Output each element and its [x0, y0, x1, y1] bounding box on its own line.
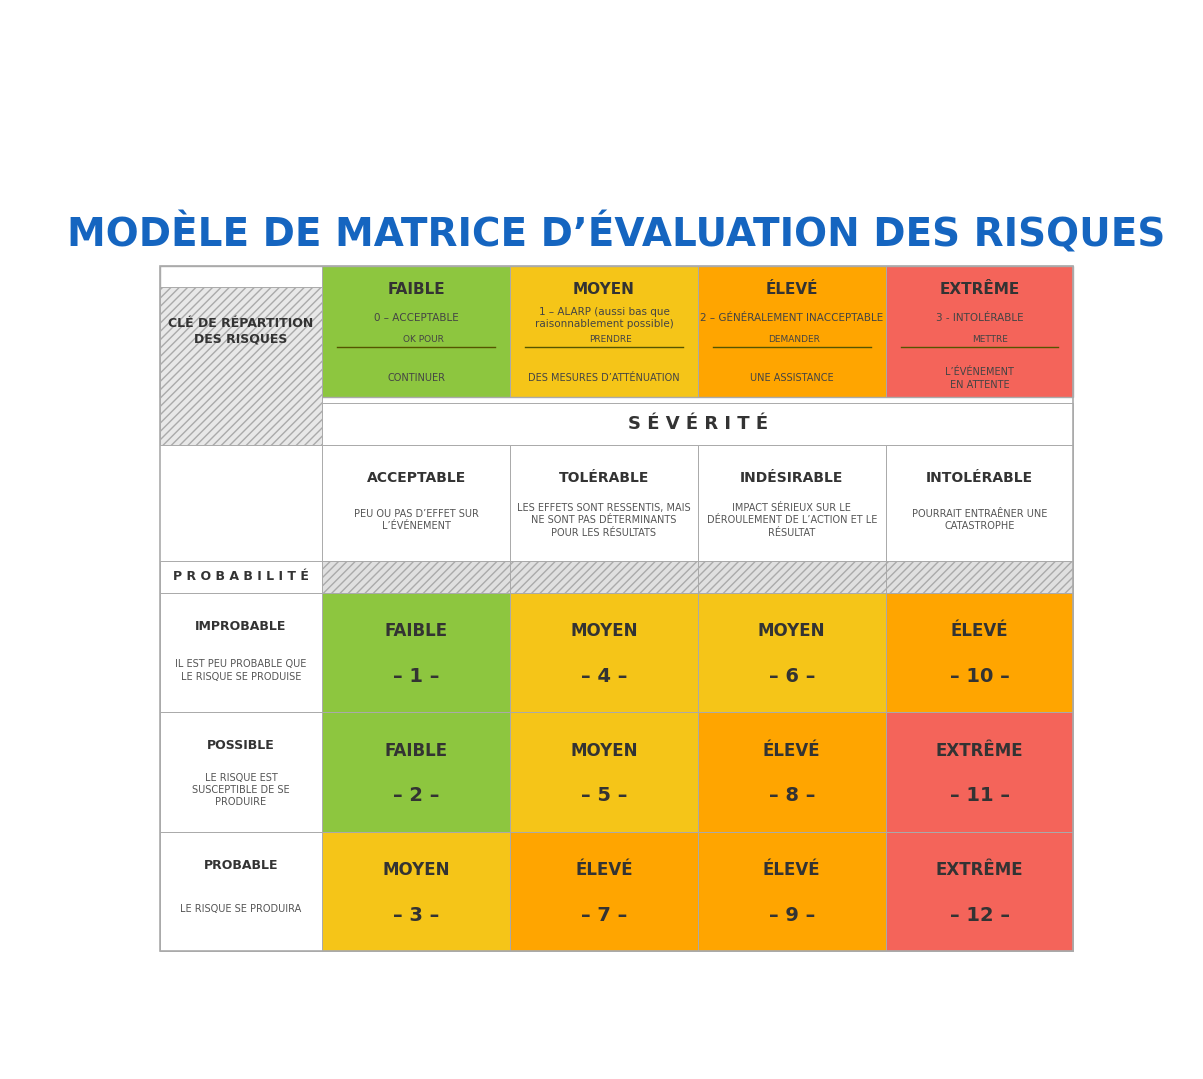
Text: INDÉSIRABLE: INDÉSIRABLE [740, 470, 843, 484]
Text: MOYEN: MOYEN [383, 861, 450, 879]
Text: MOYEN: MOYEN [758, 623, 825, 640]
Bar [322, 712, 510, 832]
Text: CLÉ DE RÉPARTITION
DES RISQUES: CLÉ DE RÉPARTITION DES RISQUES [168, 317, 314, 345]
Bar [698, 446, 885, 561]
Text: P R O B A B I L I T É: P R O B A B I L I T É [173, 571, 309, 584]
Text: DES MESURES D’ATTÉNUATION: DES MESURES D’ATTÉNUATION [528, 373, 680, 383]
Bar [885, 265, 1073, 397]
Text: PROBABLE: PROBABLE [203, 859, 278, 872]
Text: UNE ASSISTANCE: UNE ASSISTANCE [749, 373, 834, 383]
Text: L’ÉVÉNEMENT
EN ATTENTE: L’ÉVÉNEMENT EN ATTENTE [946, 367, 1014, 390]
Text: – 4 –: – 4 – [581, 667, 627, 686]
Bar [510, 265, 698, 397]
Text: METTRE: METTRE [972, 336, 1008, 344]
Text: POSSIBLE: POSSIBLE [207, 739, 274, 752]
Bar [698, 832, 885, 951]
Bar [160, 265, 1073, 951]
Text: – 2 –: – 2 – [393, 787, 439, 805]
Bar [322, 561, 510, 593]
Text: EXTRÊME: EXTRÊME [940, 282, 1020, 297]
Text: – 7 –: – 7 – [581, 905, 627, 925]
Bar [885, 593, 1073, 712]
Text: LE RISQUE EST
SUSCEPTIBLE DE SE
PRODUIRE: LE RISQUE EST SUSCEPTIBLE DE SE PRODUIRE [192, 773, 290, 807]
Text: DEMANDER: DEMANDER [768, 336, 820, 344]
Bar [885, 561, 1073, 593]
Text: 3 - INTOLÉRABLE: 3 - INTOLÉRABLE [936, 313, 1024, 323]
Bar [698, 561, 885, 593]
Bar [698, 712, 885, 832]
Bar [160, 561, 322, 593]
Text: MODÈLE DE MATRICE D’ÉVALUATION DES RISQUES: MODÈLE DE MATRICE D’ÉVALUATION DES RISQU… [67, 213, 1166, 254]
Bar [885, 712, 1073, 832]
Text: MOYEN: MOYEN [570, 623, 638, 640]
Bar [698, 265, 885, 397]
Bar [322, 832, 510, 951]
Text: – 1 –: – 1 – [393, 667, 439, 686]
Bar [322, 402, 1073, 446]
Text: – 6 –: – 6 – [769, 667, 814, 686]
Bar [160, 397, 1073, 402]
Text: – 8 –: – 8 – [769, 787, 814, 805]
Text: 0 – ACCEPTABLE: 0 – ACCEPTABLE [374, 313, 458, 323]
Text: PEU OU PAS D’EFFET SUR
L’ÉVÉNEMENT: PEU OU PAS D’EFFET SUR L’ÉVÉNEMENT [354, 509, 479, 532]
Text: ACCEPTABLE: ACCEPTABLE [367, 470, 466, 484]
Text: OK POUR: OK POUR [403, 336, 444, 344]
Bar [322, 593, 510, 712]
Text: – 10 –: – 10 – [949, 667, 1009, 686]
Text: FAIBLE: FAIBLE [385, 623, 448, 640]
Text: S É V É R I T É: S É V É R I T É [628, 415, 768, 433]
Bar [510, 446, 698, 561]
Bar [160, 265, 322, 397]
Text: TOLÉRABLE: TOLÉRABLE [558, 470, 650, 484]
Text: – 12 –: – 12 – [949, 905, 1009, 925]
Bar [160, 712, 322, 832]
Bar [322, 265, 510, 397]
Bar [160, 265, 1073, 397]
Text: IMPACT SÉRIEUX SUR LE
DÉROULEMENT DE L’ACTION ET LE
RÉSULTAT: IMPACT SÉRIEUX SUR LE DÉROULEMENT DE L’A… [706, 503, 877, 537]
Text: LES EFFETS SONT RESSENTIS, MAIS
NE SONT PAS DÉTERMINANTS
POUR LES RÉSULTATS: LES EFFETS SONT RESSENTIS, MAIS NE SONT … [517, 503, 691, 537]
Text: FAIBLE: FAIBLE [387, 282, 445, 297]
Bar [160, 593, 322, 712]
Text: EXTRÊME: EXTRÊME [936, 741, 1024, 760]
Bar [510, 712, 698, 832]
Text: – 3 –: – 3 – [393, 905, 439, 925]
Bar [885, 446, 1073, 561]
Text: ÉLEVÉ: ÉLEVÉ [763, 741, 820, 760]
Text: IL EST PEU PROBABLE QUE
LE RISQUE SE PRODUISE: IL EST PEU PROBABLE QUE LE RISQUE SE PRO… [176, 659, 307, 682]
Text: ÉLEVÉ: ÉLEVÉ [765, 282, 818, 297]
Bar [510, 832, 698, 951]
Text: MOYEN: MOYEN [573, 282, 635, 297]
Text: FAIBLE: FAIBLE [385, 741, 448, 760]
Text: 1 – ALARP (aussi bas que
raisonnablement possible): 1 – ALARP (aussi bas que raisonnablement… [534, 306, 674, 329]
Text: ÉLEVÉ: ÉLEVÉ [950, 623, 1008, 640]
Text: CONTINUER: CONTINUER [387, 373, 445, 383]
Text: – 9 –: – 9 – [769, 905, 814, 925]
Text: – 11 –: – 11 – [949, 787, 1009, 805]
Bar [160, 287, 322, 446]
Text: EXTRÊME: EXTRÊME [936, 861, 1024, 879]
Text: – 5 –: – 5 – [581, 787, 627, 805]
Bar [885, 832, 1073, 951]
Text: IMPROBABLE: IMPROBABLE [195, 620, 286, 633]
Bar [322, 446, 510, 561]
Bar [510, 593, 698, 712]
Text: ÉLEVÉ: ÉLEVÉ [575, 861, 633, 879]
Text: INTOLÉRABLE: INTOLÉRABLE [926, 470, 1033, 484]
Text: 2 – GÉNÉRALEMENT INACCEPTABLE: 2 – GÉNÉRALEMENT INACCEPTABLE [700, 313, 883, 323]
Text: POURRAIT ENTRAÊNER UNE
CATASTROPHE: POURRAIT ENTRAÊNER UNE CATASTROPHE [912, 509, 1047, 532]
Text: LE RISQUE SE PRODUIRA: LE RISQUE SE PRODUIRA [180, 904, 302, 914]
Bar [510, 561, 698, 593]
Text: MOYEN: MOYEN [570, 741, 638, 760]
Text: ÉLEVÉ: ÉLEVÉ [763, 861, 820, 879]
Text: PRENDRE: PRENDRE [589, 336, 632, 344]
Bar [160, 832, 322, 951]
Bar [698, 593, 885, 712]
